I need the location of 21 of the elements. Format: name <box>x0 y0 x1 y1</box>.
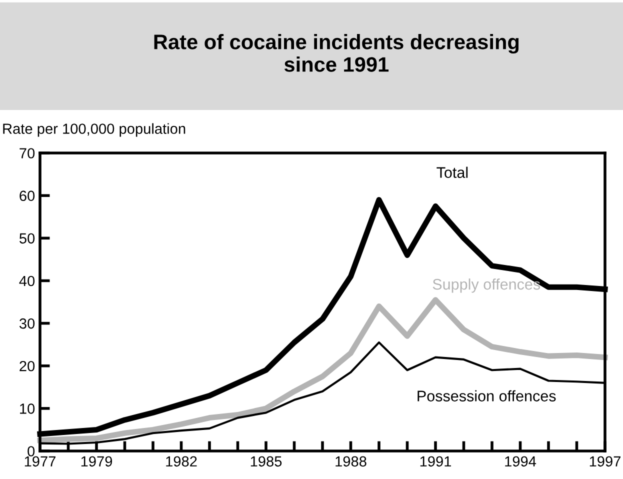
x-tick-label: 1985 <box>250 456 282 467</box>
y-tick-label: 70 <box>20 148 35 158</box>
y-tick-label: 50 <box>20 233 35 244</box>
y-tick-label: 30 <box>19 318 35 329</box>
x-tick-label: 1982 <box>166 456 197 467</box>
series-label: Possession offences <box>418 390 556 402</box>
chart-title: Rate of cocaine incidents decreasing since 1991 <box>154 34 519 72</box>
y-tick-label: 40 <box>19 276 35 286</box>
y-tick-label: 10 <box>20 404 35 414</box>
x-tick-label: 1977 <box>24 456 56 467</box>
x-tick-label: 1997 <box>590 456 620 467</box>
x-tick-label: 1991 <box>420 456 452 467</box>
x-tick-label: 1994 <box>505 456 536 467</box>
y-tick-label: 60 <box>20 190 35 201</box>
y-tick-label: 20 <box>20 360 35 372</box>
series-label: Total <box>436 166 468 178</box>
x-tick-label: 1988 <box>336 456 366 467</box>
y-tick-label: 0 <box>28 446 35 456</box>
series-label: Supply offences <box>432 278 540 293</box>
y-axis-title: Rate per 100,000 population <box>3 123 186 137</box>
x-tick-label: 1979 <box>81 456 112 467</box>
